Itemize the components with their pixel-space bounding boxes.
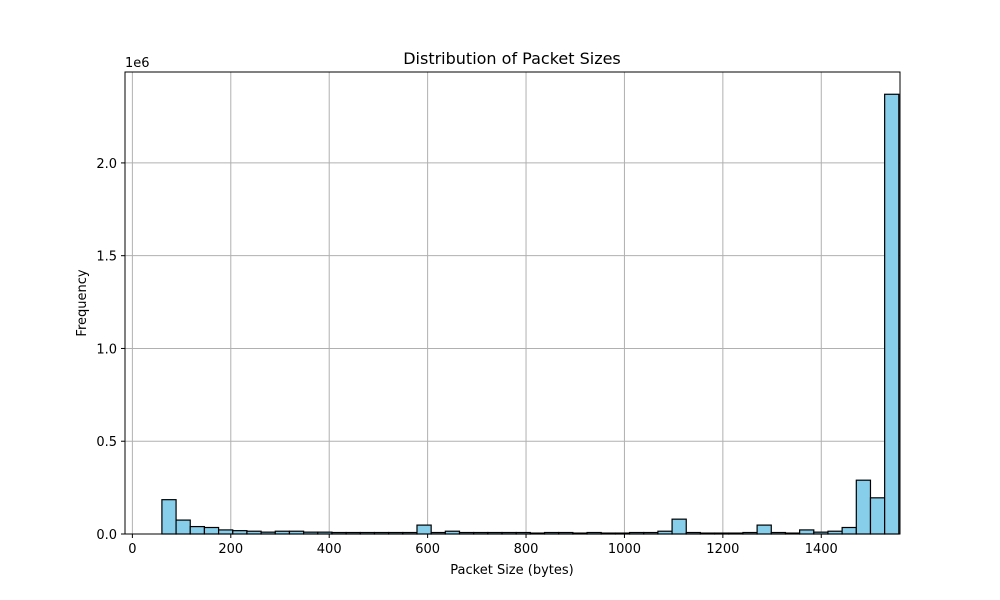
x-tick-label: 1200 xyxy=(706,542,739,557)
y-tick-label: 1.5 xyxy=(96,250,117,265)
plot-frame xyxy=(124,71,901,535)
y-tick-label: 1.0 xyxy=(96,342,117,357)
y-axis-ticks: 0.0 0.5 1.0 1.5 2.0 xyxy=(96,157,125,543)
y-axis-label: Frequency xyxy=(75,269,90,336)
histogram-bar xyxy=(189,525,206,535)
x-axis-ticks: 0 200 400 600 800 1000 1200 1400 xyxy=(128,534,838,557)
chart-title: Distribution of Packet Sizes xyxy=(403,49,621,68)
grid-lines xyxy=(125,72,900,535)
histogram-bar xyxy=(756,524,772,535)
x-tick-label: 400 xyxy=(317,542,342,557)
histogram-bar xyxy=(175,519,191,535)
y-tick-label: 2.0 xyxy=(96,157,117,172)
histogram-bar xyxy=(855,479,872,535)
histogram-bar xyxy=(884,93,900,535)
x-tick-label: 600 xyxy=(415,542,440,557)
histogram-bar xyxy=(217,529,234,535)
histogram-bar xyxy=(671,518,687,535)
y-tick-label: 0.5 xyxy=(96,435,117,450)
y-tick-label: 0.0 xyxy=(96,528,117,543)
x-axis-label: Packet Size (bytes) xyxy=(450,563,573,578)
histogram-bar xyxy=(841,526,857,535)
histogram-bar xyxy=(416,524,432,535)
histogram-bars xyxy=(161,93,900,535)
x-tick-label: 1400 xyxy=(805,542,838,557)
histogram-bar xyxy=(161,499,177,535)
histogram-bar xyxy=(869,497,886,535)
x-tick-label: 800 xyxy=(514,542,539,557)
x-tick-label: 200 xyxy=(218,542,243,557)
histogram-bar xyxy=(799,529,815,535)
y-offset-label: 1e6 xyxy=(125,56,150,71)
x-tick-label: 1000 xyxy=(608,542,641,557)
histogram-bar xyxy=(232,530,248,535)
x-tick-label: 0 xyxy=(128,542,136,557)
histogram-bar xyxy=(203,526,220,535)
